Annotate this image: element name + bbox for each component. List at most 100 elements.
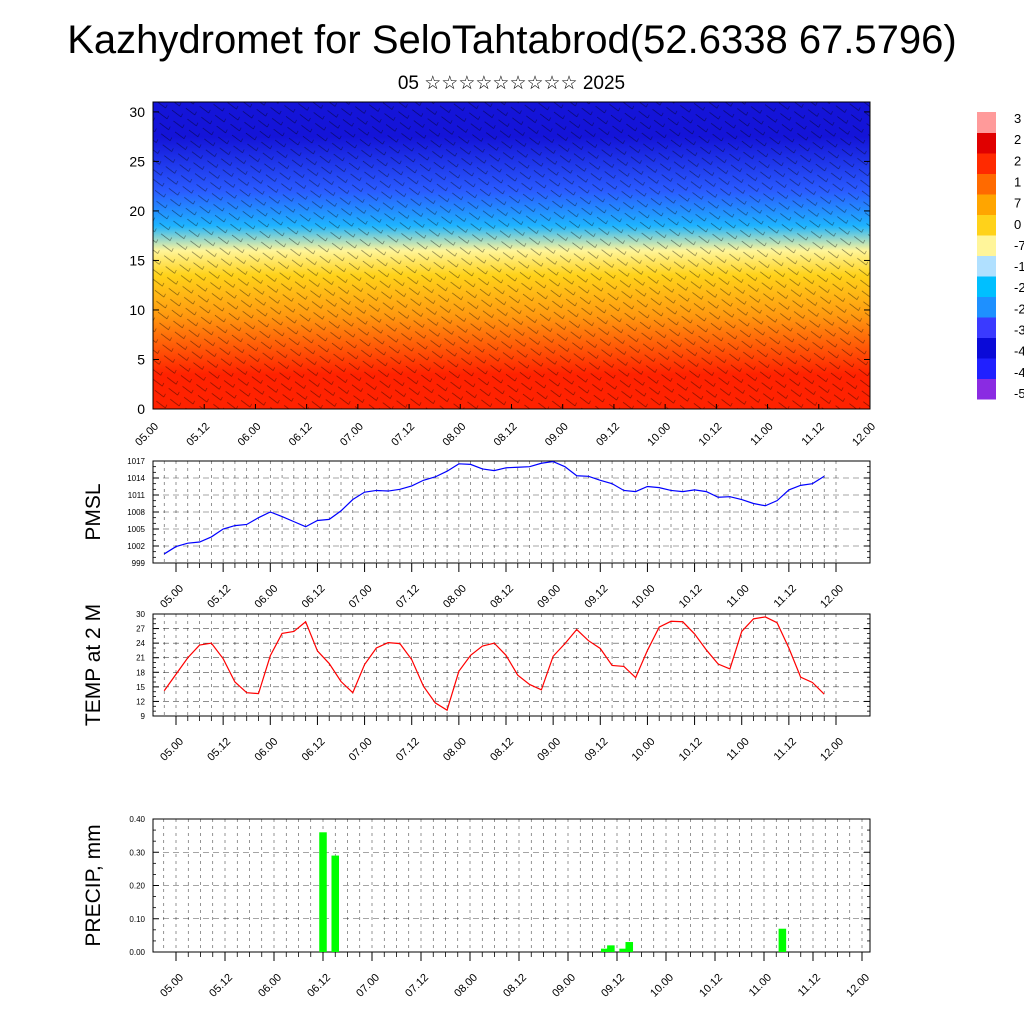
y-tick-label: 30 <box>136 610 145 619</box>
y-tick-label: 999 <box>132 559 146 568</box>
x-tick-label: 05.12 <box>205 583 233 611</box>
x-tick-label: 08.12 <box>501 972 529 1000</box>
x-tick-label: 07.00 <box>347 736 375 764</box>
x-tick-label: 11.00 <box>747 972 774 999</box>
colorbar-label: 0 <box>1014 217 1021 232</box>
y-axis-title: TEMP at 2 M <box>82 604 105 726</box>
precip-bar <box>778 928 787 952</box>
precip-bar <box>331 855 340 952</box>
x-tick-label: 06.00 <box>236 421 264 449</box>
colorbar-swatch <box>977 358 996 379</box>
x-tick-label: 08.00 <box>440 421 468 449</box>
x-tick-label: 05.00 <box>158 583 186 611</box>
x-tick-label: 12.00 <box>818 583 846 611</box>
y-axis-title: PRECIP, mm <box>82 824 105 946</box>
x-tick-label: 05.00 <box>158 972 186 1000</box>
colorbar-label: 7 <box>1014 196 1021 211</box>
x-tick-label: 07.00 <box>354 972 382 1000</box>
x-tick-label: 11.12 <box>772 583 799 610</box>
precip-panel: 0.00 0.10 0.20 0.30 0.40 05.00 05.12 06.00 06.12… <box>82 815 872 1000</box>
x-tick-label: 10.00 <box>630 736 658 764</box>
colorbar-label: -4 <box>1014 344 1024 359</box>
precip-bar <box>625 942 634 952</box>
y-axis-title: PMSL <box>82 483 105 540</box>
colorbar-swatch <box>977 214 996 236</box>
cross-section-panel: 0 5 10 15 20 25 30 05.00 05.12 06.00 06.12 07.00 07.… <box>129 101 878 449</box>
colorbar-label: -2 <box>1014 301 1024 316</box>
y-tick-label: 10 <box>129 302 145 318</box>
y-tick-label: 9 <box>141 712 146 721</box>
precip-bar <box>600 948 609 952</box>
y-tick-label: 1017 <box>127 457 145 466</box>
x-tick-label: 10.12 <box>697 421 725 449</box>
x-tick-label: 09.12 <box>582 736 610 764</box>
colorbar-swatch <box>977 276 996 297</box>
precip-bar <box>319 832 327 952</box>
x-tick-label: 06.00 <box>252 736 280 764</box>
colorbar-label: -4 <box>1014 365 1024 380</box>
x-tick-label: 10.12 <box>677 583 705 611</box>
y-tick-label: 0.10 <box>129 915 145 924</box>
x-tick-label: 08.00 <box>452 972 480 1000</box>
x-tick-label: 09.12 <box>594 421 622 449</box>
x-tick-label: 07.12 <box>403 972 431 1000</box>
x-tick-label: 09.00 <box>535 583 563 611</box>
colorbar-label: 1 <box>1014 174 1021 189</box>
precip-bar <box>607 945 615 952</box>
colorbar-label: -3 <box>1014 323 1024 338</box>
y-tick-label: 27 <box>136 625 145 634</box>
x-tick-label: 11.00 <box>724 583 751 610</box>
x-tick-label: 07.00 <box>347 583 375 611</box>
x-tick-label: 07.12 <box>394 583 422 611</box>
colorbar-swatch <box>977 112 996 133</box>
colorbar-label: -7 <box>1014 238 1024 253</box>
colorbar-swatch <box>977 317 996 338</box>
x-tick-label: 09.00 <box>543 421 571 449</box>
x-tick-label: 06.00 <box>252 583 280 611</box>
y-tick-label: 1011 <box>128 491 146 500</box>
wind-barbs <box>153 102 870 409</box>
x-tick-label: 09.12 <box>582 583 610 611</box>
x-tick-label: 06.00 <box>256 972 284 1000</box>
temp-line <box>163 616 825 712</box>
colorbar-label: 2 <box>1014 153 1021 168</box>
x-tick-label: 11.00 <box>748 421 775 448</box>
y-tick-label: 15 <box>129 252 145 268</box>
x-tick-label: 05.12 <box>184 421 212 449</box>
x-tick-label: 06.12 <box>305 972 333 1000</box>
y-tick-label: 24 <box>136 639 145 648</box>
colorbar-swatch <box>977 337 996 359</box>
x-tick-label: 08.12 <box>488 583 516 611</box>
x-tick-label: 08.00 <box>441 736 469 764</box>
y-tick-label: 18 <box>136 668 145 677</box>
y-tick-label: 0.30 <box>129 848 145 857</box>
y-tick-label: 1008 <box>127 508 145 517</box>
x-tick-label: 05.00 <box>158 736 186 764</box>
y-tick-label: 0.40 <box>129 815 145 824</box>
x-tick-label: 07.12 <box>389 421 417 449</box>
x-tick-label: 09.00 <box>550 972 578 1000</box>
x-tick-label: 08.00 <box>441 583 469 611</box>
colorbar-swatch <box>977 173 996 195</box>
x-tick-label: 10.00 <box>645 421 673 449</box>
x-tick-label: 12.00 <box>850 421 878 449</box>
y-tick-label: 20 <box>129 203 145 219</box>
y-tick-label: 1005 <box>127 525 145 534</box>
y-tick-label: 0.00 <box>129 948 145 957</box>
x-tick-label: 06.12 <box>300 583 328 611</box>
x-tick-label: 11.12 <box>796 972 823 999</box>
x-tick-label: 10.12 <box>677 736 705 764</box>
x-tick-label: 06.12 <box>287 421 315 449</box>
y-tick-label: 5 <box>137 351 145 367</box>
panel-frame <box>152 460 871 564</box>
x-tick-label: 10.12 <box>697 972 725 1000</box>
x-tick-label: 08.12 <box>488 736 516 764</box>
panel-frame <box>152 818 871 953</box>
x-tick-label: 12.00 <box>844 972 872 1000</box>
y-tick-label: 12 <box>136 697 145 706</box>
colorbar-swatch <box>977 255 996 277</box>
y-tick-label: 0 <box>137 401 145 417</box>
y-tick-label: 25 <box>129 153 145 169</box>
chart-subtitle: 05 ☆☆☆☆☆☆☆☆☆ 2025 <box>397 73 626 94</box>
x-tick-label: 08.12 <box>492 421 520 449</box>
